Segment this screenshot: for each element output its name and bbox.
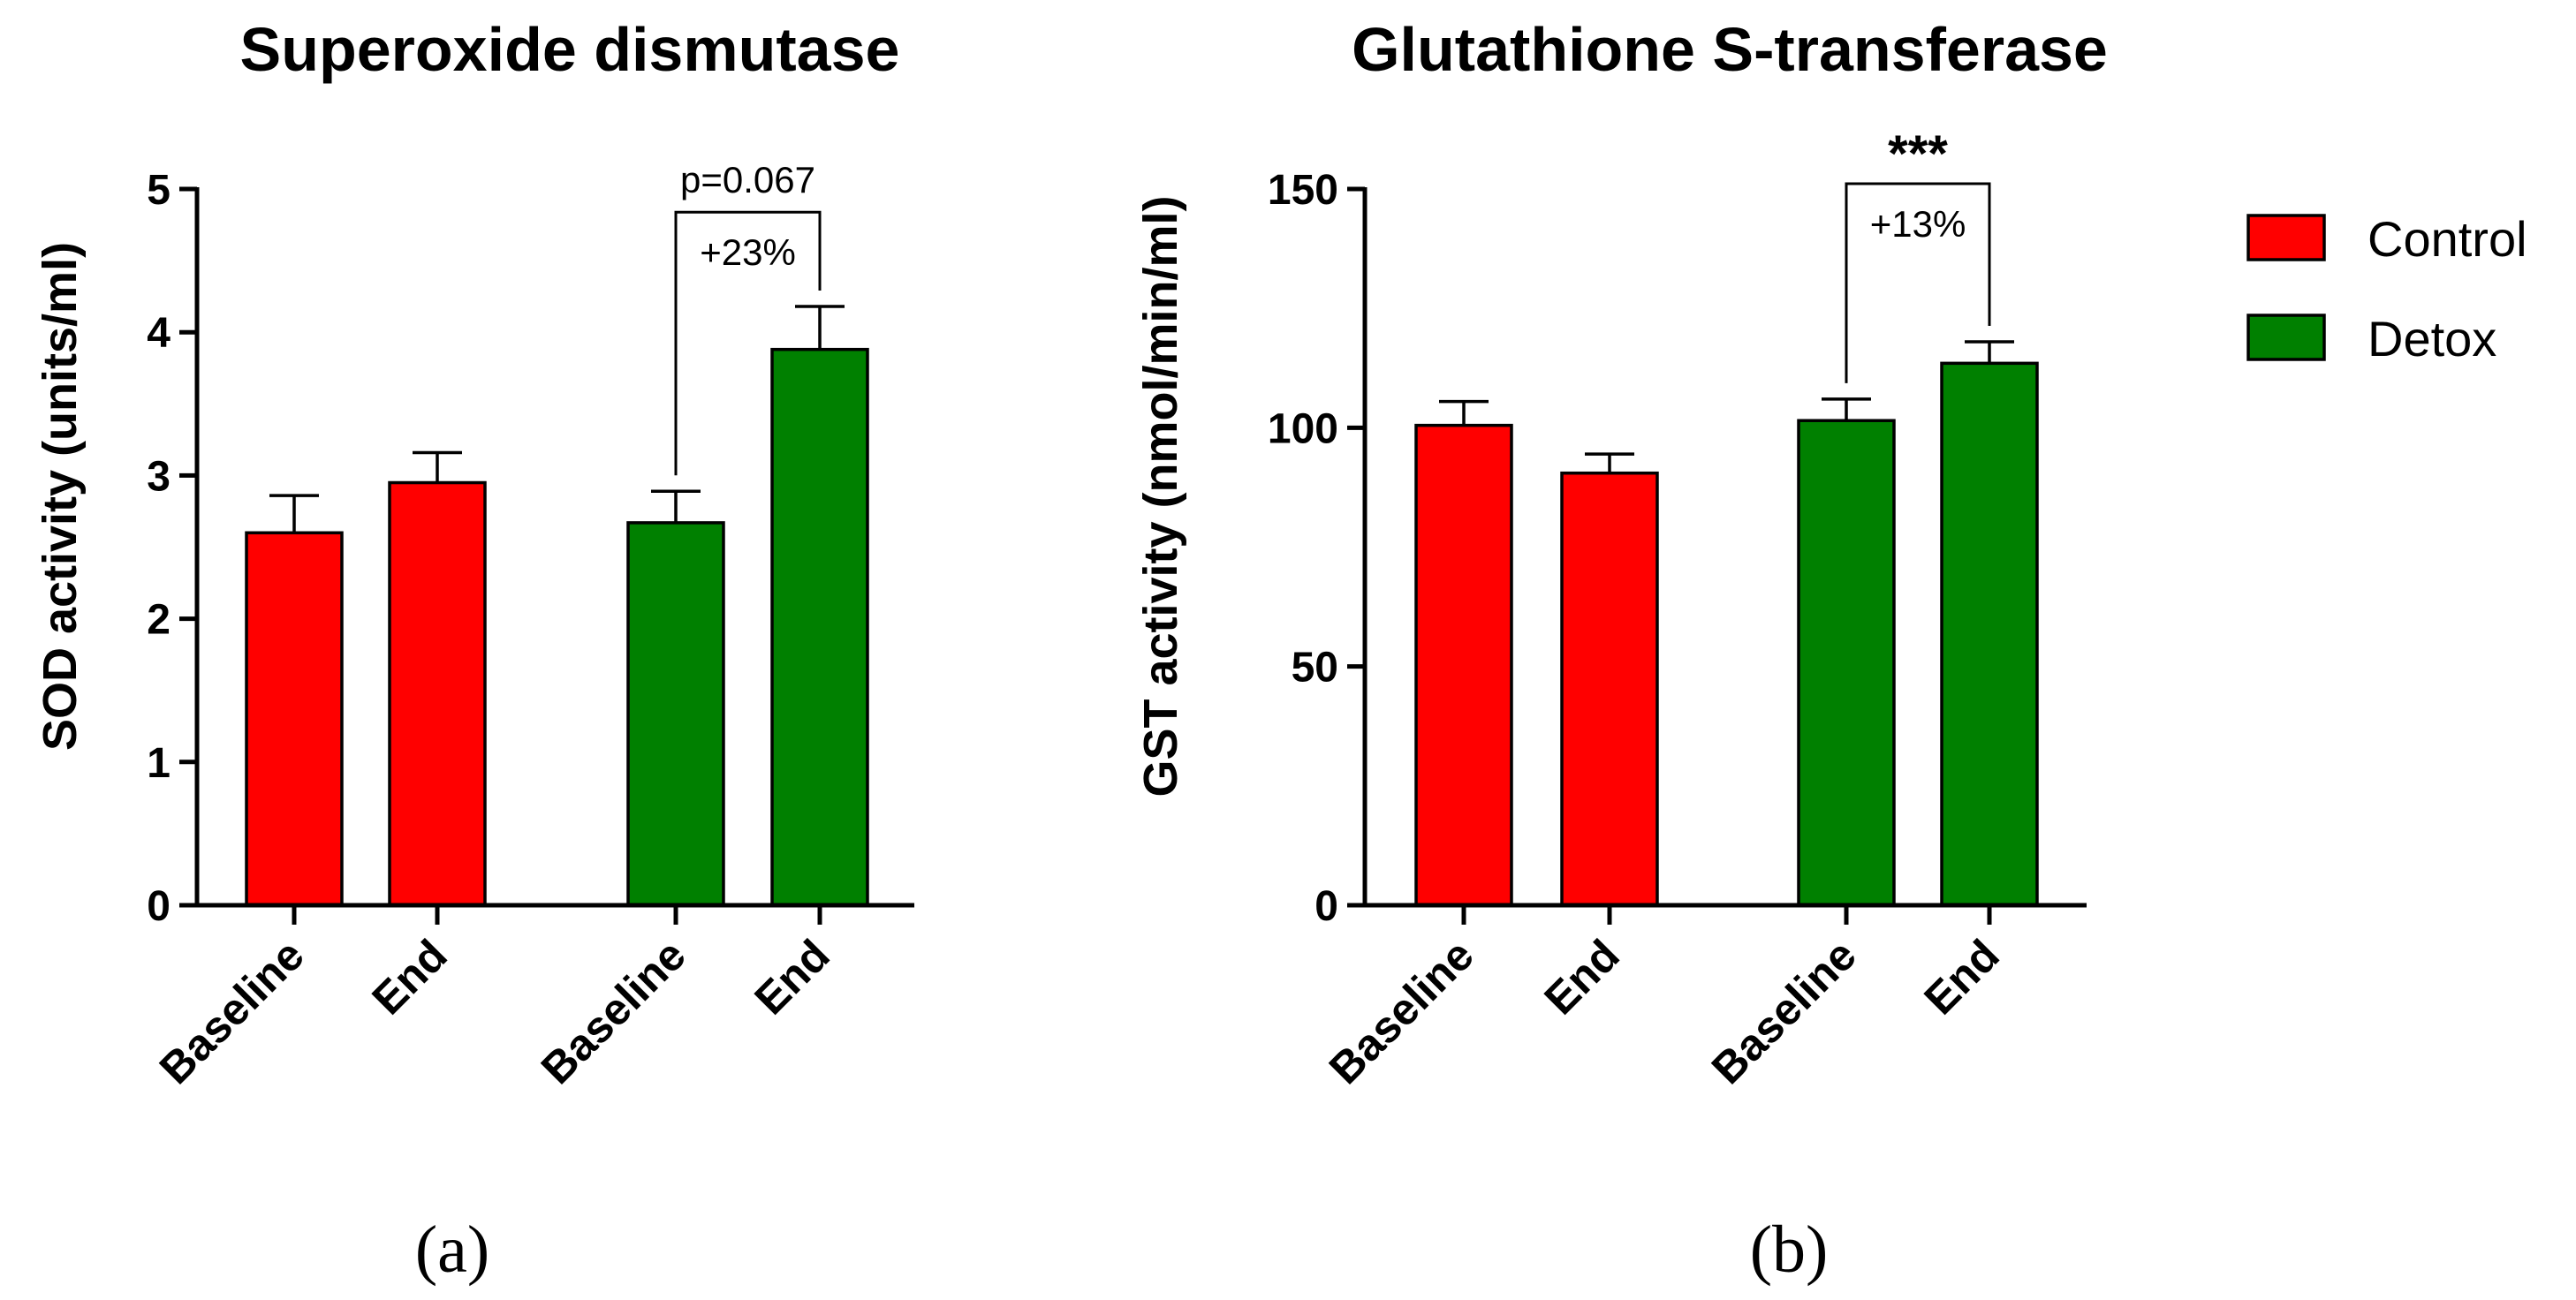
- y-tick-label: 2: [147, 597, 170, 644]
- y-tick-label: 0: [147, 883, 170, 930]
- percent-change-label: +13%: [1870, 203, 1966, 245]
- legend-swatch-detox: [2246, 314, 2326, 361]
- bar-detox-baseline: [1797, 419, 1896, 907]
- legend-label-control: Control: [2368, 211, 2527, 267]
- significance-bracket: [1845, 182, 1991, 383]
- y-tick-label: 5: [147, 167, 170, 214]
- bar-control-baseline: [1414, 423, 1513, 907]
- bar-detox-end: [1940, 361, 2039, 907]
- chart-glutathione-s-transferase: Glutathione S-transferase GST activity (…: [1134, 15, 2108, 1287]
- y-tick-label: 4: [147, 310, 170, 357]
- chart-superoxide-dismutase: Superoxide dismutase SOD activity (units…: [34, 15, 914, 1287]
- bar-control-end: [1560, 471, 1659, 907]
- panel-label-a: (a): [415, 1213, 489, 1287]
- x-tick-label: End: [1534, 930, 1628, 1024]
- y-tick-label: 100: [1268, 405, 1338, 452]
- y-tick-label: 0: [1315, 883, 1338, 930]
- chart-title: Superoxide dismutase: [240, 15, 900, 84]
- significance-bracket: [674, 210, 822, 476]
- x-tick-label: Baseline: [1320, 930, 1483, 1093]
- x-tick-label: End: [1914, 930, 2008, 1024]
- y-tick-label: 150: [1268, 167, 1338, 214]
- bar-control-end: [388, 480, 487, 907]
- chart-marks: 0 50 100 150 Baseline End Baseline End *** +13%: [1268, 125, 2087, 1093]
- y-tick-label: 3: [147, 453, 170, 500]
- significance-label: ***: [1888, 125, 1948, 183]
- percent-change-label: +23%: [700, 231, 796, 273]
- legend-label-detox: Detox: [2368, 311, 2496, 367]
- significance-label: p=0.067: [680, 159, 815, 200]
- y-tick-label: 50: [1292, 645, 1338, 692]
- y-axis-label: SOD activity (units/ml): [34, 242, 87, 751]
- chart-marks: 0 1 2 3 4 5 Baseline End Baseline End p=0.067 +23%: [147, 159, 914, 1093]
- bar-control-baseline: [245, 531, 344, 907]
- y-tick-label: 1: [147, 740, 170, 787]
- legend-swatch-control: [2246, 214, 2326, 261]
- chart-title: Glutathione S-transferase: [1352, 15, 2108, 84]
- x-tick-label: Baseline: [532, 930, 695, 1093]
- y-axis-label: GST activity (nmol/min/ml): [1134, 195, 1187, 797]
- panel-label-b: (b): [1750, 1213, 1829, 1287]
- x-tick-label: Baseline: [150, 930, 314, 1093]
- x-tick-label: End: [745, 930, 838, 1024]
- x-tick-label: Baseline: [1702, 930, 1866, 1093]
- bar-detox-baseline: [626, 521, 725, 907]
- bar-detox-end: [770, 347, 869, 907]
- legend: Control Detox: [2246, 211, 2527, 367]
- x-tick-label: End: [362, 930, 456, 1024]
